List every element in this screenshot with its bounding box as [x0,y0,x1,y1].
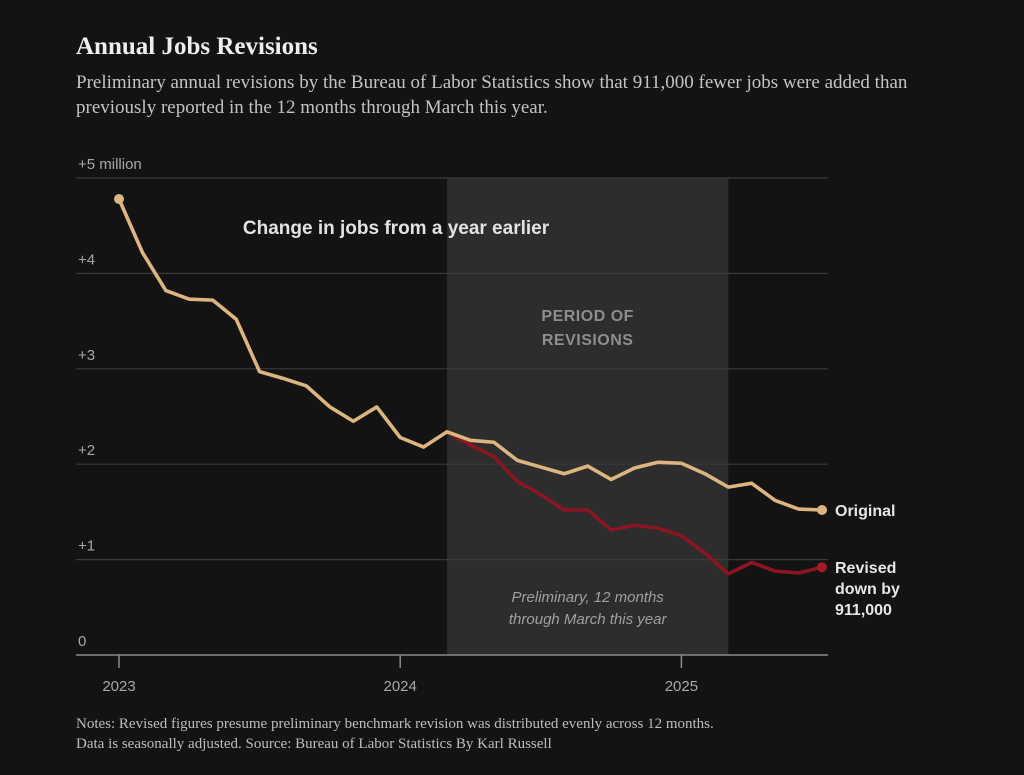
preliminary-note: through March this year [509,611,668,628]
jobs-revisions-chart: 0 +1 +2 +3 +4 +5 million 2023 2024 2025 Change in… [76,156,900,695]
chart-title: Annual Jobs Revisions [76,33,318,60]
x-tick-label: 2023 [102,678,135,695]
revised-end-label: down by [835,581,900,598]
revision-period-label: PERIOD OF [541,308,634,325]
x-tick-label: 2024 [384,678,417,695]
chart-subtitle: Preliminary annual revisions by the Bure… [76,72,908,118]
chart-notes: Notes: Revised figures presume prelimina… [76,714,976,754]
notes-line-1: Notes: Revised figures presume prelimina… [76,716,714,732]
original-end-label: Original [835,503,895,520]
y-tick-label: +1 [78,538,95,555]
revision-period-band [447,178,729,655]
y-tick-label: 0 [78,633,86,650]
y-tick-label: +2 [78,442,95,459]
original-series-line [117,197,824,512]
revised-end-point [817,562,827,573]
preliminary-note: Preliminary, 12 months [512,589,665,606]
original-end-point [817,504,827,515]
chart-inner-title: Change in jobs from a year earlier [243,218,550,239]
revised-series-line [445,429,824,576]
y-tick-label: +5 million [78,156,142,173]
notes-line-2: Data is seasonally adjusted. Source: Bur… [76,736,552,752]
y-tick-label: +3 [78,347,95,364]
revised-end-label: Revised [835,560,896,577]
revision-period-label: REVISIONS [542,332,634,349]
y-tick-label: +4 [78,251,95,268]
x-tick-label: 2025 [665,678,698,695]
revised-end-label: 911,000 [835,602,892,619]
original-start-point [114,193,124,204]
